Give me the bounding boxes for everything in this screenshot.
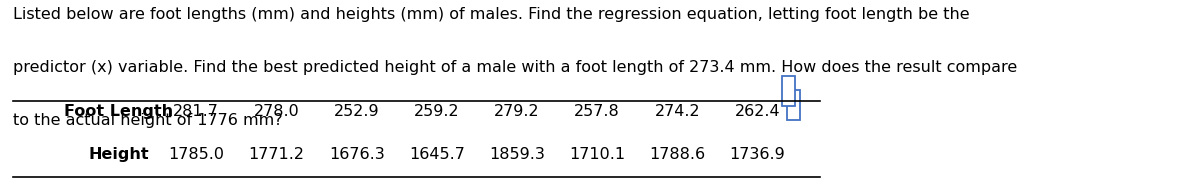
Text: Height: Height bbox=[88, 147, 149, 162]
Text: 252.9: 252.9 bbox=[334, 104, 379, 119]
Text: Foot Length: Foot Length bbox=[64, 104, 173, 119]
Text: 1736.9: 1736.9 bbox=[730, 147, 786, 162]
Text: 1676.3: 1676.3 bbox=[329, 147, 384, 162]
Text: 1645.7: 1645.7 bbox=[409, 147, 464, 162]
Text: 1859.3: 1859.3 bbox=[490, 147, 545, 162]
Text: 1788.6: 1788.6 bbox=[649, 147, 706, 162]
FancyBboxPatch shape bbox=[786, 90, 800, 120]
Text: 281.7: 281.7 bbox=[173, 104, 220, 119]
Text: 257.8: 257.8 bbox=[575, 104, 620, 119]
Text: to the actual height of 1776 mm?: to the actual height of 1776 mm? bbox=[12, 113, 282, 128]
FancyBboxPatch shape bbox=[782, 76, 796, 106]
Text: Listed below are foot lengths (mm) and heights (mm) of males. Find the regressio: Listed below are foot lengths (mm) and h… bbox=[12, 7, 970, 22]
Text: 279.2: 279.2 bbox=[494, 104, 540, 119]
Text: 278.0: 278.0 bbox=[253, 104, 299, 119]
Text: predictor (x) variable. Find the best predicted height of a male with a foot len: predictor (x) variable. Find the best pr… bbox=[12, 60, 1016, 75]
Text: 262.4: 262.4 bbox=[734, 104, 780, 119]
Text: 274.2: 274.2 bbox=[654, 104, 701, 119]
Text: 1785.0: 1785.0 bbox=[168, 147, 224, 162]
Text: 1710.1: 1710.1 bbox=[569, 147, 625, 162]
Text: 259.2: 259.2 bbox=[414, 104, 460, 119]
Text: 1771.2: 1771.2 bbox=[248, 147, 305, 162]
